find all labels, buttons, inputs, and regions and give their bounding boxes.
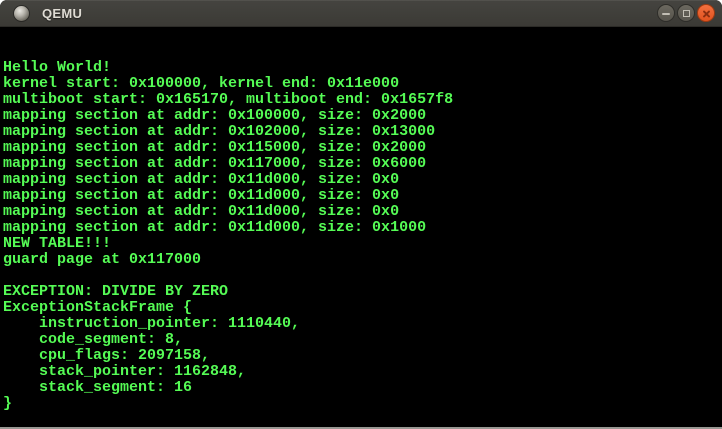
close-icon <box>698 5 714 21</box>
window-controls <box>657 4 715 22</box>
terminal-line: } <box>3 395 13 412</box>
minimize-icon <box>662 13 670 15</box>
terminal-line <box>3 268 722 284</box>
terminal-line: Hello World! <box>3 59 112 76</box>
terminal-line: mapping section at addr: 0x11d000, size:… <box>3 203 400 220</box>
terminal-line: code_segment: 8, <box>3 331 184 348</box>
vm-display[interactable]: Hello World! kernel start: 0x100000, kern… <box>0 28 722 427</box>
terminal-line: stack_pointer: 1162848, <box>3 363 247 380</box>
window-title: QEMU <box>42 5 83 21</box>
terminal-line: guard page at 0x117000 <box>3 251 202 268</box>
terminal-line: mapping section at addr: 0x117000, size:… <box>3 155 427 172</box>
terminal-line: mapping section at addr: 0x102000, size:… <box>3 123 436 140</box>
close-button[interactable] <box>697 4 715 22</box>
maximize-icon <box>683 10 690 17</box>
terminal-line: instruction_pointer: 1110440, <box>3 315 301 332</box>
terminal-output: Hello World! kernel start: 0x100000, kern… <box>3 60 722 412</box>
titlebar[interactable]: QEMU <box>0 0 722 27</box>
terminal-line: mapping section at addr: 0x11d000, size:… <box>3 171 400 188</box>
minimize-button[interactable] <box>657 4 675 22</box>
qemu-window-icon <box>14 5 29 21</box>
terminal-line: multiboot start: 0x165170, multiboot end… <box>3 91 454 108</box>
maximize-button[interactable] <box>677 4 695 22</box>
terminal-line: mapping section at addr: 0x11d000, size:… <box>3 187 400 204</box>
terminal-line: stack_segment: 16 <box>3 379 193 396</box>
terminal-line: ExceptionStackFrame { <box>3 299 193 316</box>
terminal-line: kernel start: 0x100000, kernel end: 0x11… <box>3 75 400 92</box>
terminal-line: NEW TABLE!!! <box>3 235 112 252</box>
terminal-line: EXCEPTION: DIVIDE BY ZERO <box>3 283 229 300</box>
terminal-line: cpu_flags: 2097158, <box>3 347 211 364</box>
terminal-line: mapping section at addr: 0x100000, size:… <box>3 107 427 124</box>
terminal-line: mapping section at addr: 0x11d000, size:… <box>3 219 427 236</box>
terminal-line: mapping section at addr: 0x115000, size:… <box>3 139 427 156</box>
